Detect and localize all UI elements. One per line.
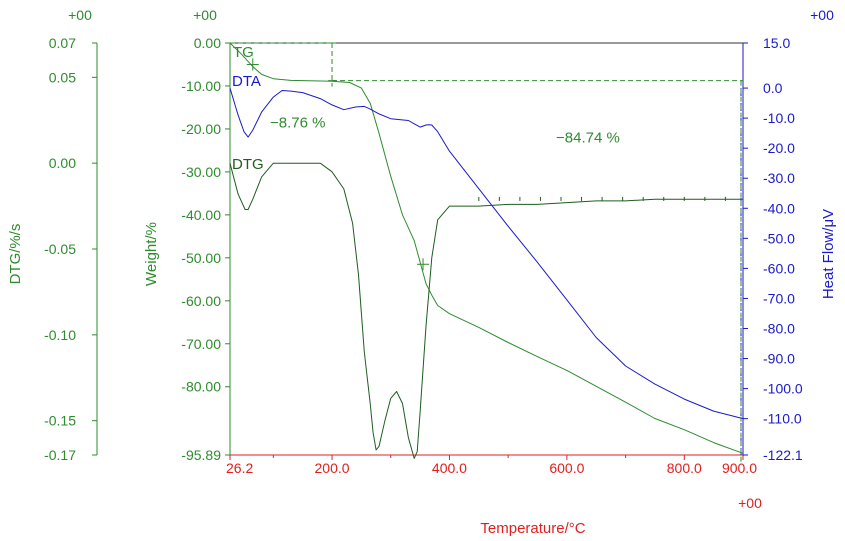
heatflow-tick-label: -10.0 (763, 110, 795, 126)
heatflow-axis: 15.0 0.0 -10.0 -20.0 -30.0 -40.0 -50.0 -60.0 -70… (742, 7, 837, 463)
heatflow-tick-label: 0.0 (763, 80, 783, 96)
x-tick-label: 800.0 (667, 460, 702, 476)
heatflow-axis-title: Heat Flow/μV (820, 209, 837, 299)
heatflow-tick-label: -80.0 (763, 320, 795, 336)
heatflow-tick-label: -60.0 (763, 260, 795, 276)
dtg-tick-label: 0.05 (49, 69, 76, 85)
heatflow-tick-label: -90.0 (763, 351, 795, 367)
dtg-tick-label: -0.15 (44, 413, 76, 429)
weight-tick-label: -30.00 (181, 164, 221, 180)
series-line-dta (229, 87, 744, 420)
dtg-tick-label: -0.17 (44, 447, 76, 463)
x-tick-label: 200.0 (315, 460, 350, 476)
dtg-tick-label: 0.07 (49, 35, 76, 51)
weight-axis-exponent: +00 (193, 7, 217, 23)
heatflow-tick-label: -40.0 (763, 200, 795, 216)
heatflow-tick-label: -30.0 (763, 170, 795, 186)
heatflow-tick-label: -122.1 (763, 447, 803, 463)
weight-tick-label: -20.00 (181, 121, 221, 137)
x-tick-label: 900.0 (722, 460, 757, 476)
weight-tick-label: -60.00 (181, 293, 221, 309)
weight-tick-label: -10.00 (181, 78, 221, 94)
dtg-axis-title: DTG/%/s (7, 224, 24, 285)
weight-axis-title: Weight/% (143, 222, 160, 286)
heatflow-tick-label: -100.0 (763, 381, 803, 397)
weight-tick-label: 0.00 (194, 35, 221, 51)
heatflow-tick-label: -50.0 (763, 230, 795, 246)
dtg-axis: 0.07 0.05 0.00 -0.05 -0.10 -0.15 -0.17 +00 DTG/%… (7, 7, 98, 463)
heatflow-tick-label: -70.0 (763, 290, 795, 306)
heatflow-axis-exponent: +00 (810, 7, 834, 23)
heatflow-tick-label: 15.0 (763, 35, 790, 51)
weight-tick-label: -50.00 (181, 250, 221, 266)
x-axis-exponent: +00 (738, 495, 762, 511)
series-line-tg (229, 42, 744, 454)
weight-axis: 0.00 -10.00 -20.00 -30.00 -40.00 -50.00 -60.00… (143, 7, 231, 463)
curve-label-tg: TG (233, 44, 254, 61)
dtg-axis-exponent: +00 (68, 7, 92, 23)
axes: 26.2 200.0 400.0 600.0 800.0 900.0 +00 Temperat… (7, 7, 837, 537)
curve-label-dta: DTA (232, 73, 261, 90)
x-tick-label: 26.2 (226, 460, 253, 476)
dtg-tick-label: -0.10 (44, 327, 76, 343)
weight-loss-annotation: −84.74 % (556, 130, 620, 147)
weight-tick-label: -80.00 (181, 379, 221, 395)
weight-loss-annotation: −8.76 % (270, 114, 325, 131)
heatflow-tick-label: -20.0 (763, 140, 795, 156)
series-line-dtg (229, 162, 743, 459)
weight-tick-label: -70.00 (181, 336, 221, 352)
heatflow-tick-label: -110.0 (763, 411, 802, 427)
step-markers (230, 42, 743, 463)
weight-tick-label: -95.89 (181, 447, 221, 463)
x-tick-label: 400.0 (432, 460, 467, 476)
x-axis-title: Temperature/°C (480, 520, 585, 537)
dtg-tick-label: 0.00 (49, 155, 76, 171)
labels: TG DTA DTG −8.76 % −84.74 % (232, 44, 620, 173)
dtg-tick-label: -0.05 (44, 241, 76, 257)
weight-tick-label: -40.00 (181, 207, 221, 223)
curve-label-dtg: DTG (232, 156, 264, 173)
x-tick-label: 600.0 (549, 460, 584, 476)
series (229, 42, 744, 463)
